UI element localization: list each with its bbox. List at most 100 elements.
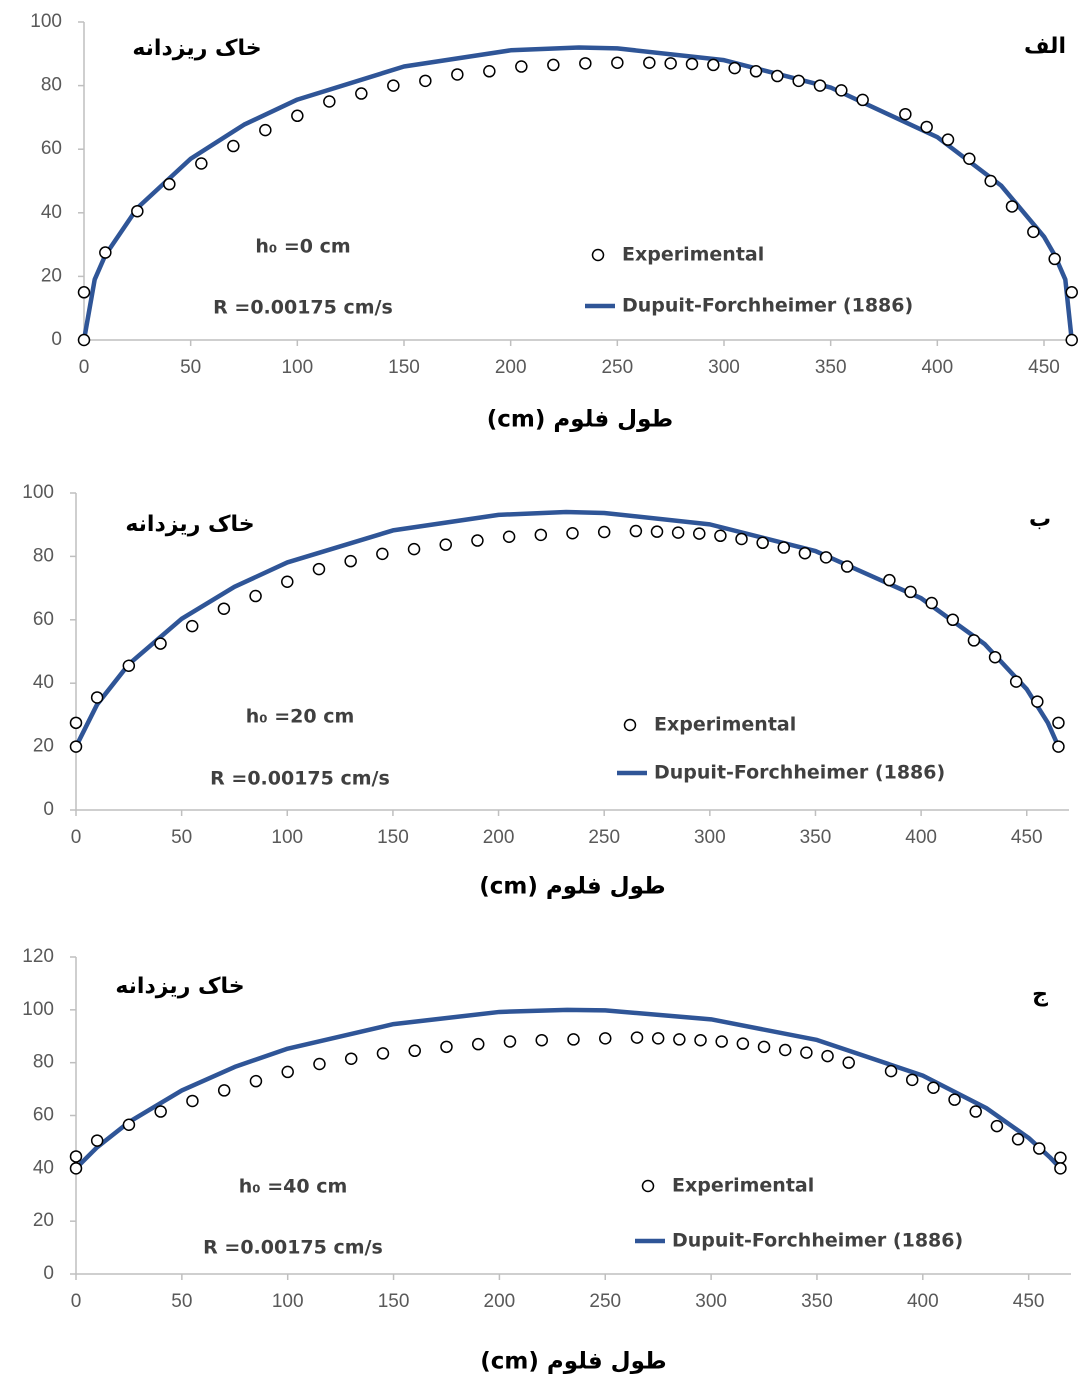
data-point (440, 1040, 453, 1054)
data-point (856, 93, 869, 107)
data-point (419, 74, 432, 88)
legend-label: Dupuit-Forchheimer (1886) (622, 295, 913, 317)
data-point (883, 573, 896, 587)
data-point (227, 139, 240, 153)
annotation: R =0.00175 cm/s (213, 297, 393, 319)
x-tick-label: 0 (71, 1291, 82, 1312)
data-point (963, 152, 976, 165)
y-tick-label: 20 (33, 736, 54, 757)
model-line (73, 509, 1061, 748)
y-tick-label: 120 (22, 946, 54, 967)
data-point (185, 619, 199, 633)
soil-label: خاک ریزدانه (125, 512, 254, 537)
y-tick-label: 80 (33, 545, 54, 566)
data-point (90, 691, 104, 704)
panel-label: ج (1032, 982, 1048, 1007)
data-point (840, 560, 854, 573)
data-point (99, 246, 112, 259)
data-point (344, 554, 357, 568)
data-point (1054, 1162, 1067, 1175)
data-point (821, 1049, 834, 1063)
data-point (651, 1032, 665, 1045)
legend-label: Experimental (672, 1175, 814, 1197)
x-tick-label: 300 (708, 357, 740, 378)
data-point (483, 65, 496, 78)
y-tick-label: 100 (22, 482, 54, 503)
data-point (1048, 252, 1061, 266)
panel-label: الف (1024, 34, 1066, 59)
data-point (344, 1052, 358, 1065)
y-tick-label: 60 (33, 609, 54, 630)
data-point (905, 1073, 919, 1087)
data-point (217, 602, 231, 615)
x-axis-title: طول فلوم (cm) (479, 874, 665, 900)
x-tick-label: 400 (905, 827, 937, 848)
x-tick-label: 200 (495, 357, 527, 378)
data-point (1065, 333, 1078, 347)
data-point (1054, 1151, 1067, 1165)
y-tick-label: 20 (41, 265, 62, 286)
data-point (904, 585, 917, 599)
annotation: R =0.00175 cm/s (203, 1237, 383, 1259)
x-tick-label: 350 (801, 1291, 833, 1312)
legend-label: Dupuit-Forchheimer (1886) (672, 1230, 963, 1252)
data-point (1027, 225, 1040, 239)
x-tick-label: 450 (1011, 827, 1043, 848)
legend-marker (641, 1179, 655, 1193)
annotation: R =0.00175 cm/s (210, 768, 390, 790)
data-point (291, 109, 304, 123)
x-tick-label: 450 (1013, 1291, 1045, 1312)
model-line (74, 1007, 1063, 1170)
y-tick-label: 40 (33, 672, 54, 693)
data-point (735, 532, 748, 546)
data-point (323, 95, 336, 108)
panel-label: ب (1029, 507, 1051, 532)
y-tick-label: 60 (41, 138, 62, 159)
x-tick-label: 100 (271, 827, 303, 848)
data-point (990, 1119, 1004, 1133)
data-point (813, 79, 827, 92)
data-point (941, 133, 955, 146)
data-point (629, 524, 643, 538)
data-point (567, 1033, 580, 1046)
x-tick-label: 0 (71, 827, 82, 848)
data-point (771, 69, 784, 83)
data-point (664, 57, 677, 70)
x-axis-title: طول فلوم (cm) (487, 407, 673, 433)
data-point (77, 333, 91, 347)
x-tick-label: 200 (483, 827, 515, 848)
data-point (355, 87, 368, 100)
data-point (259, 123, 272, 137)
data-point (967, 634, 981, 647)
x-tick-label: 400 (907, 1291, 939, 1312)
data-point (969, 1105, 982, 1118)
data-point (1005, 200, 1019, 213)
annotation: h₀ =0 cm (255, 236, 350, 258)
x-tick-label: 100 (281, 357, 313, 378)
data-point (728, 61, 741, 75)
data-point (946, 613, 960, 627)
data-point (503, 1035, 517, 1048)
y-tick-label: 0 (43, 1263, 54, 1284)
data-point (736, 1037, 750, 1050)
x-tick-label: 200 (484, 1291, 516, 1312)
data-point (407, 542, 421, 556)
data-point (376, 1047, 390, 1060)
y-tick-label: 0 (51, 329, 62, 350)
x-tick-label: 400 (921, 357, 953, 378)
data-point (313, 1057, 326, 1071)
data-point (749, 65, 763, 78)
y-tick-label: 60 (33, 1105, 54, 1126)
data-point (707, 58, 720, 72)
y-tick-label: 40 (33, 1157, 54, 1178)
data-point (714, 529, 727, 543)
data-point (673, 1033, 686, 1046)
y-tick-label: 0 (43, 799, 54, 820)
data-point (154, 1105, 167, 1118)
y-tick-label: 80 (33, 1052, 54, 1073)
x-tick-label: 100 (272, 1291, 304, 1312)
data-point (547, 58, 560, 72)
data-point (884, 1064, 898, 1078)
data-point (842, 1056, 855, 1069)
soil-label: خاک ریزدانه (115, 974, 244, 999)
